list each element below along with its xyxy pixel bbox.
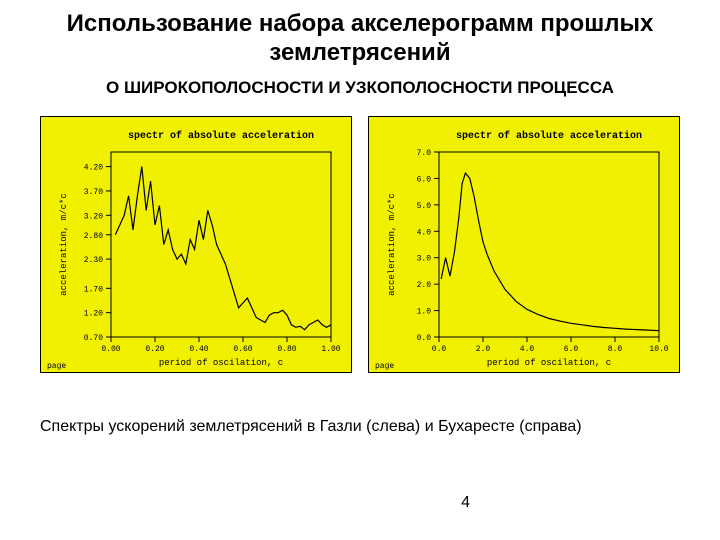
svg-text:1.20: 1.20 [84, 310, 103, 319]
svg-text:3.70: 3.70 [84, 188, 103, 197]
svg-text:acceleration, m/c*c: acceleration, m/c*c [387, 193, 397, 296]
svg-text:1.70: 1.70 [84, 285, 103, 294]
svg-text:8.0: 8.0 [608, 345, 623, 354]
page-subtitle: О ШИРОКОПОЛОСНОСТИ И УЗКОПОЛОСНОСТИ ПРОЦ… [0, 78, 720, 98]
svg-text:7.0: 7.0 [417, 149, 432, 158]
svg-text:0.00: 0.00 [101, 345, 120, 354]
charts-row: 0.00 0.20 0.40 0.60 0.80 1.00 0.70 1.20 1.70 2.30… [40, 116, 680, 373]
svg-text:2.0: 2.0 [417, 281, 432, 290]
svg-text:period of oscilation, c: period of oscilation, c [487, 358, 611, 368]
page-number: 4 [461, 494, 470, 512]
left-chart: 0.00 0.20 0.40 0.60 0.80 1.00 0.70 1.20 1.70 2.30… [40, 116, 352, 373]
svg-text:acceleration, m/c*c: acceleration, m/c*c [59, 193, 69, 296]
svg-text:2.0: 2.0 [476, 345, 491, 354]
svg-text:spectr of absolute acceleratio: spectr of absolute acceleration [456, 130, 642, 142]
svg-text:0.40: 0.40 [189, 345, 208, 354]
svg-text:4.0: 4.0 [520, 345, 535, 354]
svg-text:10.0: 10.0 [649, 345, 668, 354]
svg-text:0.20: 0.20 [145, 345, 164, 354]
right-chart: 0.0 2.0 4.0 6.0 8.0 10.0 0.0 1.0 2.0 3.0 4.0 5.0 6.0… [368, 116, 680, 373]
svg-text:5.0: 5.0 [417, 202, 432, 211]
svg-text:2.80: 2.80 [84, 232, 103, 241]
svg-text:page: page [47, 362, 66, 371]
svg-text:4.20: 4.20 [84, 164, 103, 173]
svg-text:page: page [375, 362, 394, 371]
svg-text:3.0: 3.0 [417, 255, 432, 264]
svg-text:6.0: 6.0 [564, 345, 579, 354]
svg-text:0.0: 0.0 [432, 345, 447, 354]
svg-text:0.70: 0.70 [84, 334, 103, 343]
svg-text:0.60: 0.60 [233, 345, 252, 354]
caption: Спектры ускорений землетрясений в Газли … [40, 418, 680, 436]
svg-text:4.0: 4.0 [417, 228, 432, 237]
svg-text:spectr of absolute acceleratio: spectr of absolute acceleration [128, 130, 314, 142]
svg-text:0.0: 0.0 [417, 334, 432, 343]
svg-text:1.0: 1.0 [417, 308, 432, 317]
svg-text:3.20: 3.20 [84, 212, 103, 221]
svg-text:0.80: 0.80 [277, 345, 296, 354]
svg-text:1.00: 1.00 [321, 345, 340, 354]
svg-text:period of oscilation, c: period of oscilation, c [159, 358, 283, 368]
svg-text:6.0: 6.0 [417, 175, 432, 184]
svg-text:2.30: 2.30 [84, 256, 103, 265]
page-title: Использование набора акселерограмм прошл… [0, 10, 720, 68]
